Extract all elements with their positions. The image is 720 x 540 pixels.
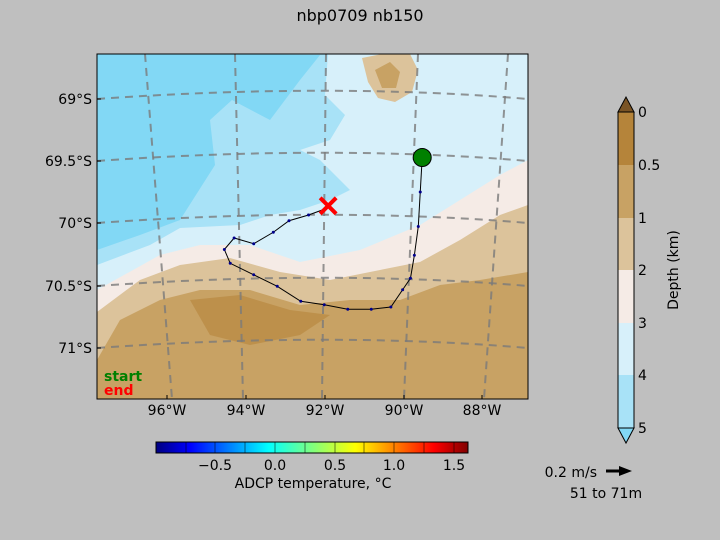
track-point [369,307,373,311]
start-marker [412,148,432,167]
temp-tick-label: −0.5 [198,458,232,474]
depth-colorbar-bottom-cap [617,427,635,445]
track-point [232,236,236,240]
island-shelf-region [375,62,400,88]
track-point [408,276,412,280]
track-point [271,230,275,234]
track-point [401,288,405,292]
depth-colorbar-top-cap [617,95,635,113]
track-point [416,225,420,228]
legend-end-label: end [104,383,133,399]
depth-tick-label: 1 [638,211,647,227]
depth-band [618,112,634,165]
x-tick-label: 96°W [148,403,187,419]
x-tick-label: 94°W [227,403,266,419]
legend-start-label: start [104,369,142,385]
track-point [228,261,232,265]
scale-depth-label: 51 to 71m [570,486,642,502]
depth-band [618,165,634,218]
track-point [222,248,226,251]
x-tick-label: 88°W [463,403,502,419]
depth-tick-label: 5 [638,421,647,437]
map-frame [96,53,529,400]
temp-tick-label: 0.0 [264,458,286,474]
temp-colorbar-label: ADCP temperature, °C [235,476,392,492]
chart-title: nbp0709 nb150 [296,6,423,25]
y-tick-label: 70.5°S [45,279,92,295]
track-point [307,213,311,217]
track-point [275,284,279,288]
depth-band [618,218,634,270]
y-tick-label: 71°S [58,341,92,357]
depth-colorbar: 0 0.5 1 2 3 4 5 Depth (km) [617,95,682,445]
track-point [287,219,291,223]
x-tick-label: 90°W [385,403,424,419]
depth-tick-label: 2 [638,263,647,279]
deep-shelf-region [190,295,330,345]
y-tick-label: 70°S [58,216,92,232]
track-point [418,190,422,194]
track-point [322,303,326,307]
ship-track-layer [222,148,432,311]
depth-colorbar-label: Depth (km) [666,230,682,310]
depth-band [618,270,634,323]
temp-tick-label: 1.0 [383,458,405,474]
x-tick-label: 92°W [306,403,345,419]
y-tick-label: 69°S [58,92,92,108]
y-axis: 69°S 69.5°S 70°S 70.5°S 71°S [45,92,101,357]
y-tick-label: 69.5°S [45,154,92,170]
track-point [299,299,303,303]
track-point [346,307,350,311]
depth-tick-label: 4 [638,368,647,384]
end-marker [318,196,338,216]
depth-band [618,323,634,375]
track-point [252,242,256,246]
scale-speed-label: 0.2 m/s [545,465,597,481]
track-point [389,305,393,309]
map-area [97,54,528,399]
depth-tick-label: 0.5 [638,158,660,174]
temperature-colorbar: −0.5 0.0 0.5 1.0 1.5 ADCP temperature, °… [155,441,469,492]
depth-tick-label: 0 [638,105,647,121]
velocity-scale: 0.2 m/s 51 to 71m [545,465,642,502]
scale-arrow-icon [606,466,632,476]
track-point [252,273,256,277]
depth-band [618,375,634,428]
x-axis: 96°W 94°W 92°W 90°W 88°W [148,395,502,419]
depth-tick-label: 3 [638,316,647,332]
temp-tick-label: 1.5 [443,458,465,474]
temp-tick-label: 0.5 [324,458,346,474]
track-point [412,253,416,257]
